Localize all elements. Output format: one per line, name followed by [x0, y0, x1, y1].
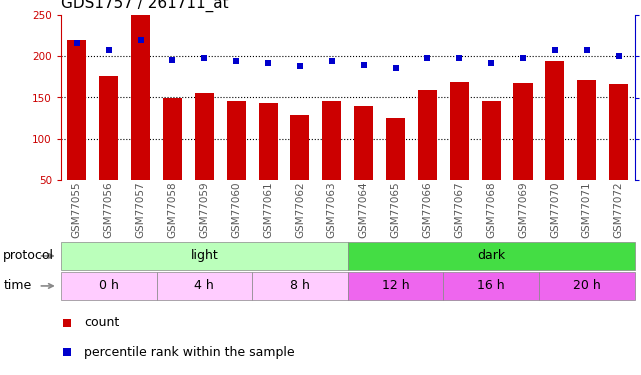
- Bar: [450, 82, 469, 180]
- Bar: [252, 272, 348, 300]
- Bar: [444, 272, 539, 300]
- Bar: [131, 4, 150, 180]
- Bar: [195, 93, 214, 180]
- Bar: [545, 61, 565, 180]
- Bar: [347, 272, 444, 300]
- Bar: [258, 103, 278, 180]
- Text: count: count: [84, 316, 119, 329]
- Text: 4 h: 4 h: [194, 279, 214, 292]
- Text: 12 h: 12 h: [382, 279, 410, 292]
- Bar: [481, 101, 501, 180]
- Text: 20 h: 20 h: [573, 279, 601, 292]
- Text: time: time: [3, 279, 31, 292]
- Text: light: light: [190, 249, 218, 262]
- Bar: [578, 80, 596, 180]
- Bar: [322, 101, 342, 180]
- Bar: [61, 272, 156, 300]
- Bar: [163, 98, 182, 180]
- Bar: [156, 272, 252, 300]
- Bar: [386, 118, 405, 180]
- Bar: [290, 115, 310, 180]
- Bar: [61, 242, 347, 270]
- Text: 16 h: 16 h: [478, 279, 505, 292]
- Bar: [347, 242, 635, 270]
- Bar: [67, 40, 87, 180]
- Text: 8 h: 8 h: [290, 279, 310, 292]
- Text: GDS1757 / 261711_at: GDS1757 / 261711_at: [61, 0, 229, 12]
- Text: dark: dark: [477, 249, 505, 262]
- Bar: [418, 90, 437, 180]
- Bar: [609, 84, 628, 180]
- Bar: [227, 101, 246, 180]
- Text: protocol: protocol: [3, 249, 54, 262]
- Bar: [539, 272, 635, 300]
- Bar: [354, 106, 373, 180]
- Text: 0 h: 0 h: [99, 279, 119, 292]
- Text: percentile rank within the sample: percentile rank within the sample: [84, 346, 294, 359]
- Bar: [513, 82, 533, 180]
- Bar: [99, 76, 118, 180]
